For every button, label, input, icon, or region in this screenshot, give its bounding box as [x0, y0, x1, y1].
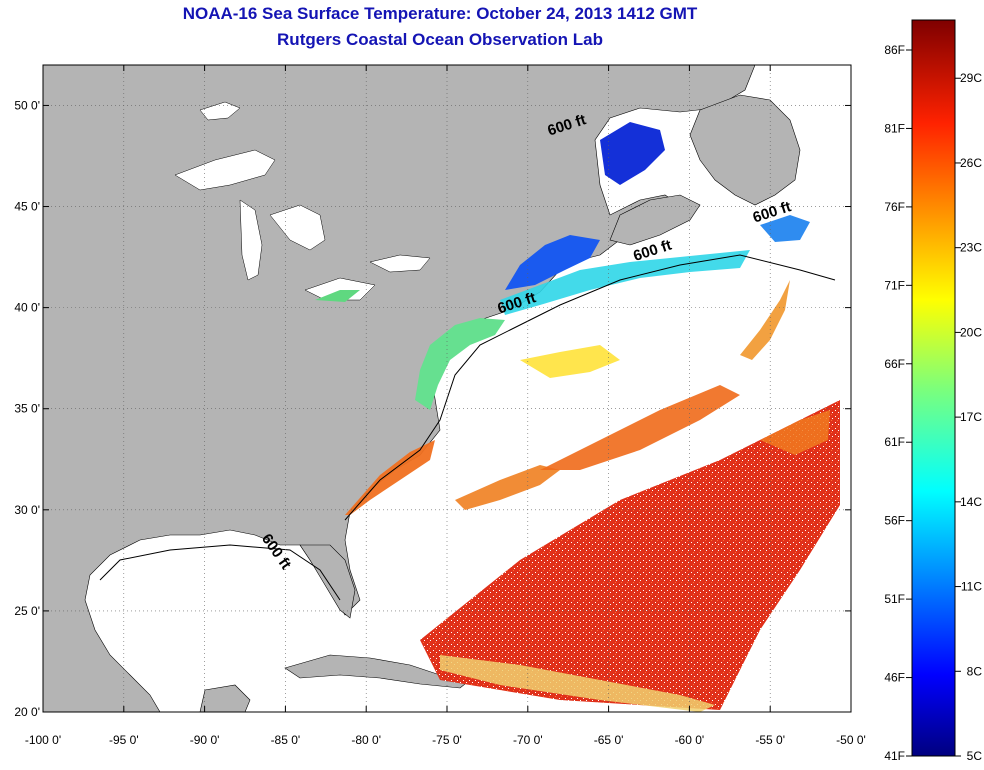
- colorbar-label-f: 86F: [884, 43, 905, 57]
- lat-tick-label: 30 0': [14, 503, 40, 517]
- lon-tick-label: -60 0': [675, 733, 705, 747]
- lon-tick-label: -80 0': [351, 733, 381, 747]
- axis-ticks: [42, 65, 852, 713]
- lat-tick-label: 45 0': [14, 200, 40, 214]
- colorbar-label-f: 56F: [884, 514, 905, 528]
- colorbar-label-f: 46F: [884, 671, 905, 685]
- sst-lake-erie: [315, 290, 360, 302]
- sst-gulf-of-st-lawrence: [600, 122, 665, 185]
- longitude-labels: -100 0' -95 0' -90 0' -85 0' -80 0' -75 0' -70…: [25, 733, 866, 747]
- colorbar-label-f: 81F: [884, 121, 905, 135]
- colorbar-fahrenheit-labels: 86F 81F 76F 71F 66F 61F 56F 51F 46F 41F: [884, 43, 905, 763]
- lat-tick-label: 40 0': [14, 301, 40, 315]
- sst-yellow-patch: [520, 345, 620, 378]
- colorbar-label-c: 5C: [967, 749, 983, 763]
- land-nova-scotia: [609, 194, 701, 246]
- isobath-gulf: [99, 544, 341, 601]
- sst-orange-patch-4: [760, 410, 830, 455]
- lon-tick-label: -65 0': [594, 733, 624, 747]
- lon-tick-label: -100 0': [25, 733, 61, 747]
- sst-orange-patch-3: [740, 280, 790, 360]
- lat-tick-label: 25 0': [14, 604, 40, 618]
- colorbar-label-c: 29C: [960, 71, 982, 85]
- colorbar-label-c: 14C: [960, 495, 982, 509]
- lon-tick-label: -50 0': [836, 733, 866, 747]
- colorbar-label-f: 66F: [884, 357, 905, 371]
- land-yucatan: [199, 684, 251, 712]
- colorbar-label-f: 76F: [884, 200, 905, 214]
- colorbar-celsius-labels: 29C 26C 23C 20C 17C 14C 11C 8C 5C: [960, 71, 982, 763]
- sst-bottom-streak: [440, 655, 715, 712]
- land-newfoundland: [689, 94, 801, 206]
- lat-tick-label: 50 0': [14, 98, 40, 112]
- colorbar-label-c: 17C: [960, 410, 982, 424]
- sst-gulf-stream: [345, 440, 435, 515]
- colorbar-label-c: 8C: [967, 664, 983, 678]
- lon-tick-label: -90 0': [190, 733, 220, 747]
- lon-tick-label: -75 0': [432, 733, 462, 747]
- lat-tick-label: 20 0': [14, 705, 40, 719]
- colorbar-label-c: 23C: [960, 241, 982, 255]
- sst-labrador-patch: [760, 215, 810, 242]
- colorbar-label-f: 61F: [884, 435, 905, 449]
- colorbar-label-f: 41F: [884, 749, 905, 763]
- sst-gulf-of-maine: [505, 235, 600, 290]
- lat-tick-label: 35 0': [14, 402, 40, 416]
- colorbar: [911, 19, 956, 757]
- page-subtitle: Rutgers Coastal Ocean Observation Lab: [277, 30, 603, 49]
- latitude-labels: 50 0' 45 0' 40 0' 35 0' 30 0' 25 0' 20 0': [14, 98, 40, 719]
- colorbar-label-c: 11C: [961, 580, 982, 594]
- colorbar-label-f: 71F: [884, 278, 905, 292]
- isobath-600ft: [344, 254, 836, 521]
- lon-tick-label: -55 0': [755, 733, 785, 747]
- page-title: NOAA-16 Sea Surface Temperature: October…: [182, 4, 698, 23]
- lon-tick-label: -85 0': [271, 733, 301, 747]
- sst-orange-patch-1: [455, 465, 560, 510]
- sst-orange-patch-2: [540, 385, 740, 470]
- lon-tick-label: -95 0': [109, 733, 139, 747]
- sst-mid-atlantic-shelf: [415, 318, 505, 410]
- map-grid: [43, 65, 851, 712]
- colorbar-label-c: 26C: [960, 156, 982, 170]
- colorbar-label-f: 51F: [884, 592, 905, 606]
- sst-cyan-band: [500, 250, 750, 315]
- colorbar-ticks: [906, 49, 961, 757]
- lon-tick-label: -70 0': [513, 733, 543, 747]
- colorbar-label-c: 20C: [960, 325, 982, 339]
- sst-warm-region: [420, 400, 840, 710]
- great-lakes: [174, 101, 431, 301]
